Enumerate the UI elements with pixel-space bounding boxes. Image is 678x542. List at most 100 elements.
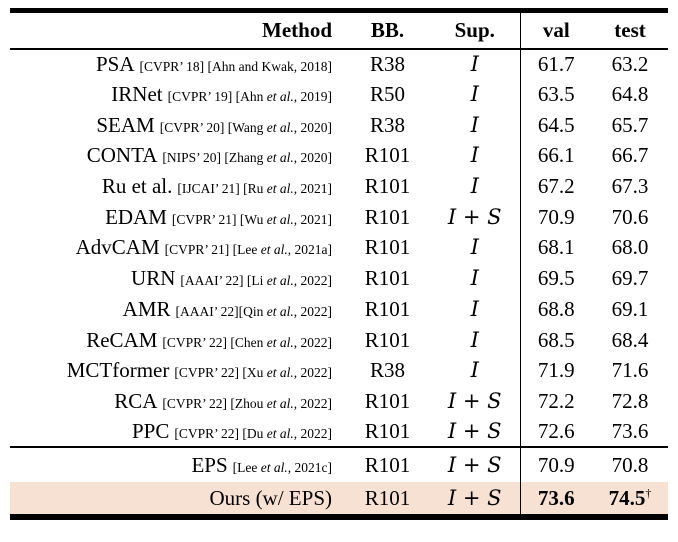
table-header: Method BB. Sup. val test (10, 10, 668, 50)
method-citation: [Lee et al., 2021c] (232, 459, 332, 475)
method-cell: Ours (w/ EPS) (10, 482, 345, 517)
table-row: AMR [AAAI’ 22][Qin et al., 2022] R101 I 68.8… (10, 294, 668, 325)
method-name: AdvCAM (75, 235, 160, 260)
column-header-supervision: Sup. (430, 10, 520, 50)
method-name: PPC (132, 419, 170, 444)
table-row: AdvCAM [CVPR’ 21] [Lee et al., 2021a] R101… (10, 232, 668, 264)
method-cell: RCA [CVPR’ 22] [Zhou et al., 2022] (10, 386, 345, 417)
table-row: PPC [CVPR’ 22] [Du et al., 2022] R101 I + S… (10, 416, 668, 449)
method-citation: [CVPR’ 22] [Xu et al., 2022] (174, 365, 332, 381)
script-i-symbol: I (447, 204, 457, 229)
method-citation: [CVPR’ 22] [Chen et al., 2022] (162, 334, 332, 350)
test-score-cell: 65.7 (611, 112, 649, 137)
val-score-cell: 68.8 (519, 294, 592, 325)
script-i-symbol: I (470, 235, 479, 260)
script-i-symbol: I (470, 112, 479, 137)
method-cell: MCTformer [CVPR’ 22] [Xu et al., 2022] (10, 355, 345, 386)
script-s-symbol: S (487, 485, 502, 510)
supervision-cell: I + S (430, 386, 520, 417)
method-cell: IRNet [CVPR’ 19] [Ahn et al., 2019] (10, 79, 345, 110)
column-header-val: val (519, 10, 592, 50)
method-name: PSA (95, 51, 135, 76)
backbone-cell: R101 (364, 452, 411, 477)
script-i-symbol: I (470, 51, 479, 76)
plus-sign: + (456, 419, 488, 444)
script-i-symbol: I (470, 266, 479, 291)
test-score-cell: 74.5† (608, 485, 652, 510)
method-name: EDAM (105, 204, 167, 229)
val-score-cell: 72.2 (519, 386, 592, 417)
backbone-cell: R101 (364, 485, 411, 510)
method-citation: [IJCAI’ 21] [Ru et al., 2021] (177, 181, 332, 197)
val-score-cell: 73.6 (519, 482, 592, 518)
method-citation: [AAAI’ 22] [Li et al., 2022] (180, 273, 332, 289)
baseline-and-ours-rows: EPS [Lee et al., 2021c] R101 I + S 70.9 70.8 O… (10, 447, 668, 518)
val-score-cell: 67.2 (519, 171, 592, 202)
test-score-cell: 73.6 (592, 416, 668, 449)
val-score-cell: 61.7 (519, 48, 592, 80)
script-s-symbol: S (487, 388, 502, 413)
script-i-symbol: I (447, 485, 457, 510)
val-score-cell: 70.9 (519, 447, 592, 483)
method-citation: [AAAI’ 22][Qin et al., 2022] (175, 303, 332, 319)
method-citation: [CVPR’ 22] [Du et al., 2022] (174, 426, 332, 442)
script-i-symbol: I (447, 419, 457, 444)
method-cell: ReCAM [CVPR’ 22] [Chen et al., 2022] (10, 325, 345, 356)
test-score-cell: 66.7 (611, 143, 649, 168)
script-s-symbol: S (487, 204, 502, 229)
table-row: ReCAM [CVPR’ 22] [Chen et al., 2022] R101 I… (10, 324, 668, 356)
method-cell: AdvCAM [CVPR’ 21] [Lee et al., 2021a] (10, 233, 345, 264)
test-score-cell: 72.8 (611, 388, 649, 413)
val-score-cell: 66.1 (519, 140, 592, 172)
method-citation: [CVPR’ 21] [Wu et al., 2021] (171, 211, 332, 227)
plus-sign: + (456, 452, 488, 477)
table-row: MCTformer [CVPR’ 22] [Xu et al., 2022] R38… (10, 355, 668, 387)
method-name: URN (131, 266, 176, 291)
supervision-cell: I (430, 233, 520, 264)
supervision-cell: I (430, 294, 520, 325)
method-cell: EDAM [CVPR’ 21] [Wu et al., 2021] (10, 202, 345, 233)
method-name: CONTA (86, 143, 158, 168)
paper-table-page: Method BB. Sup. val test PSA [CVPR’ 18] [… (10, 8, 668, 521)
table-row: EDAM [CVPR’ 21] [Wu et al., 2021] R101 I + … (10, 201, 668, 233)
method-name: Ours (w/ EPS) (209, 485, 332, 510)
method-cell: Ru et al. [IJCAI’ 21] [Ru et al., 2021] (10, 171, 345, 202)
column-header-method: Method (10, 10, 345, 50)
supervision-cell: I + S (430, 416, 520, 449)
column-header-test: test (592, 10, 668, 50)
backbone-cell: R101 (364, 204, 411, 229)
supervision-cell: I (430, 110, 520, 141)
supervision-cell: I (430, 263, 520, 294)
test-score-cell: 63.2 (611, 51, 649, 76)
table-row: URN [AAAI’ 22] [Li et al., 2022] R101 I 69.5… (10, 263, 668, 294)
method-cell: PSA [CVPR’ 18] [Ahn and Kwak, 2018] (10, 49, 345, 80)
supervision-cell: I + S (430, 202, 520, 233)
test-score-cell: 69.1 (611, 296, 649, 321)
backbone-cell: R50 (369, 82, 405, 107)
method-name: MCTformer (66, 358, 170, 383)
backbone-cell: R101 (364, 388, 411, 413)
table-row: SEAM [CVPR’ 20] [Wang et al., 2020] R38 I 64… (10, 109, 668, 141)
ours-row: Ours (w/ EPS) R101 I + S 73.6 74.5† (10, 482, 668, 518)
script-i-symbol: I (470, 143, 479, 168)
method-citation: [NIPS’ 20] [Zhang et al., 2020] (162, 150, 332, 166)
method-name: IRNet (111, 82, 163, 107)
script-i-symbol: I (470, 358, 479, 383)
val-score-cell: 68.1 (519, 232, 592, 264)
backbone-cell: R101 (364, 296, 411, 321)
method-citation: [CVPR’ 20] [Wang et al., 2020] (159, 119, 332, 135)
method-citation: [CVPR’ 21] [Lee et al., 2021a] (164, 242, 332, 258)
method-cell: URN [AAAI’ 22] [Li et al., 2022] (10, 263, 345, 294)
test-score-cell: 64.8 (611, 82, 649, 107)
supervision-cell: I (430, 49, 520, 80)
table-row: CONTA [NIPS’ 20] [Zhang et al., 2020] R101… (10, 140, 668, 172)
supervision-cell: I (430, 141, 520, 172)
val-score-cell: 64.5 (519, 109, 592, 141)
plus-sign: + (456, 485, 488, 510)
backbone-cell: R101 (364, 266, 411, 291)
script-i-symbol: I (470, 296, 479, 321)
method-citation: [CVPR’ 18] [Ahn and Kwak, 2018] (139, 58, 332, 74)
val-score-cell: 72.6 (519, 416, 592, 449)
script-i-symbol: I (470, 82, 479, 107)
val-score-cell: 71.9 (519, 355, 592, 387)
